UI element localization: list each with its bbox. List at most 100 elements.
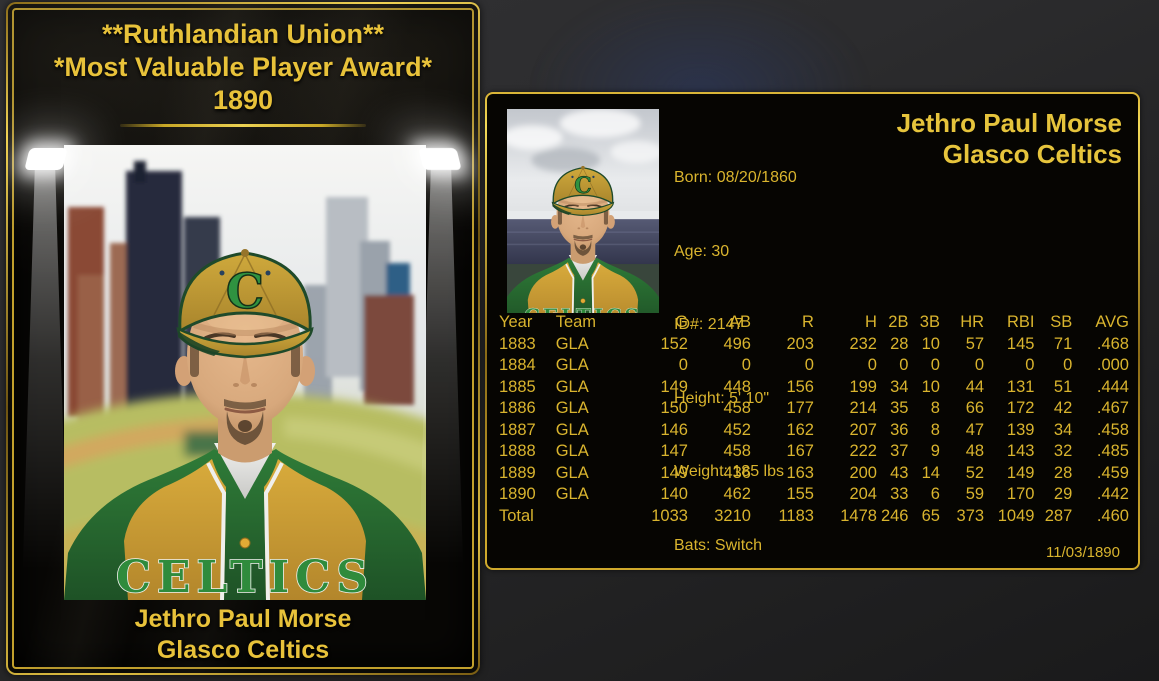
player-info-panel-body: Born: 08/20/1860 Age: 30 ID#: 2147 Heigh… [487, 94, 1138, 568]
stats-cell: 139 [1006, 420, 1035, 439]
stats-cell: 131 [1006, 377, 1035, 396]
stats-cell: .485 [1096, 442, 1129, 460]
stats-cell: 149 [1006, 463, 1035, 482]
stats-cell: 149 [660, 377, 688, 396]
stats-cell: 287 [1044, 506, 1073, 525]
stats-cell: 373 [956, 506, 985, 525]
stats-cell: 146 [660, 420, 688, 439]
stats-header-cell: 2B [888, 313, 909, 331]
player-bio: Born: 08/20/1860 Age: 30 ID#: 2147 Heigh… [674, 117, 808, 568]
stats-cell: 28 [890, 334, 909, 353]
award-team-name: Glasco Celtics [156, 636, 330, 664]
stats-cell: 1887 [499, 420, 536, 439]
stats-row: Total 1033 3210 1183 1478 246 65 373 1049 287 .460 [499, 506, 1129, 528]
stats-cell: 147 [660, 442, 688, 460]
stats-cell: 156 [786, 377, 814, 396]
stats-cell: 458 [723, 399, 751, 417]
stats-cell: 167 [786, 442, 814, 460]
stats-cell: 43 [890, 463, 909, 482]
stats-row: 1889 GLA 149 436 163 200 43 14 52 149 28 .459 [499, 463, 1129, 485]
stats-cell: GLA [555, 334, 589, 353]
stats-cell: 0 [930, 356, 940, 374]
bio-born: Born: 08/20/1860 [674, 169, 797, 186]
stats-cell: 47 [965, 420, 985, 439]
stats-cell: .458 [1096, 420, 1129, 439]
stats-cell: 207 [849, 420, 877, 439]
award-player-name: Jethro Paul Morse [134, 605, 352, 633]
award-year: 1890 [212, 85, 274, 115]
stats-row: 1886 GLA 150 458 177 214 35 8 66 172 42 .467 [499, 398, 1129, 420]
mvp-award-card[interactable]: **Ruthlandian Union** *Most Valuable Pla… [6, 2, 480, 675]
stats-cell: 29 [1053, 485, 1073, 503]
stats-cell: GLA [555, 399, 589, 417]
stats-cell: 448 [723, 377, 751, 396]
stats-header-cell: AB [728, 313, 751, 331]
stats-cell: 163 [786, 463, 814, 482]
stats-cell: 152 [660, 334, 688, 353]
stats-cell: 1886 [499, 399, 536, 417]
stats-cell: 52 [965, 463, 985, 482]
stats-cell: 462 [723, 485, 751, 503]
stats-cell: 150 [660, 399, 688, 417]
award-union-line: **Ruthlandian Union** [102, 19, 384, 49]
stats-cell: 8 [930, 420, 940, 439]
stats-cell: 8 [930, 399, 940, 417]
panel-player-name: Jethro Paul Morse [896, 108, 1122, 138]
stats-cell: 0 [741, 356, 751, 374]
stats-header-cell: HR [960, 313, 985, 331]
stats-header-cell: 3B [919, 313, 940, 331]
award-player-block: Jethro Paul Morse Glasco Celtics [8, 604, 478, 666]
stats-cell: 0 [867, 356, 877, 374]
stats-cell: 10 [921, 334, 940, 353]
stats-cell: 0 [974, 356, 985, 374]
stats-cell: 222 [849, 442, 877, 460]
stats-cell: 1884 [499, 356, 536, 374]
stats-header-cell: G [675, 313, 688, 331]
award-card-curtain: **Ruthlandian Union** *Most Valuable Pla… [8, 4, 478, 673]
stats-cell: 71 [1053, 334, 1073, 353]
stats-cell: 66 [965, 399, 985, 417]
bio-age: Age: 30 [674, 242, 730, 260]
stats-cell: 0 [899, 356, 909, 374]
light-bulb [24, 148, 68, 170]
stats-cell: 28 [1053, 463, 1073, 482]
stats-cell: 0 [1025, 356, 1035, 374]
player-info-panel[interactable]: Born: 08/20/1860 Age: 30 ID#: 2147 Heigh… [485, 92, 1140, 570]
stats-cell: 452 [723, 420, 751, 439]
stats-cell: 496 [723, 334, 751, 353]
player-portrait-small [507, 109, 659, 313]
stats-cell: 458 [723, 442, 751, 460]
stats-cell: 155 [786, 485, 814, 503]
stats-cell: .460 [1096, 506, 1129, 525]
stats-cell: 1885 [499, 377, 536, 396]
stats-row: 1884 GLA 0 0 0 0 0 0 0 0 0 .000 [499, 355, 1129, 377]
stats-cell: 149 [660, 463, 688, 482]
stats-cell: 44 [965, 377, 985, 396]
bio-height: Height: 5' 10" [674, 389, 770, 407]
player-headshot-scene [507, 109, 659, 313]
stats-row: 1883 GLA 152 496 203 232 28 10 57 145 71 .468 [499, 334, 1129, 356]
stats-header-cell: R [802, 313, 814, 331]
stats-cell: 6 [930, 485, 940, 503]
stats-cell: 1183 [778, 506, 814, 525]
stats-row: 1890 GLA 140 462 155 204 33 6 59 170 29 .442 [499, 484, 1129, 506]
stats-cell: GLA [555, 485, 589, 503]
stats-header-cell: Year [499, 313, 533, 331]
stats-header-cell: SB [1050, 313, 1073, 331]
stats-cell: 145 [1006, 334, 1035, 353]
stats-cell: 34 [1053, 420, 1073, 439]
stats-cell: 199 [849, 377, 877, 396]
stats-cell: 3210 [714, 506, 751, 525]
stats-cell: 0 [804, 356, 814, 374]
stats-cell: Total [499, 506, 534, 525]
award-name-line: *Most Valuable Player Award* [53, 52, 433, 82]
stats-cell: 1478 [840, 506, 877, 525]
stats-cell: 246 [880, 506, 909, 525]
stats-header-cell: Team [555, 313, 597, 331]
stats-row: 1888 GLA 147 458 167 222 37 9 48 143 32 .485 [499, 441, 1129, 463]
stats-cell: 1890 [499, 485, 536, 503]
stats-cell: 35 [890, 399, 909, 417]
award-title-block: **Ruthlandian Union** *Most Valuable Pla… [8, 18, 478, 117]
stats-row: 1887 GLA 146 452 162 207 36 8 47 139 34 .458 [499, 420, 1129, 442]
